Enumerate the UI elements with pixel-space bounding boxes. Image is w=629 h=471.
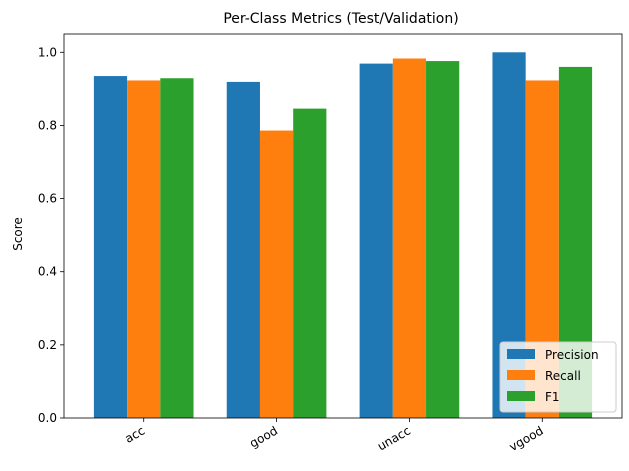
- y-axis-label: Score: [11, 217, 25, 251]
- bar-f1-good: [293, 108, 327, 419]
- y-tick-label: 0.4: [38, 265, 57, 279]
- bar-f1-unacc: [426, 61, 460, 419]
- legend-swatch-precision: [507, 349, 535, 359]
- axes-frame: [63, 33, 623, 419]
- x-tick-label: vgood: [507, 423, 546, 454]
- bar-recall-acc: [127, 80, 161, 418]
- chart-title: Per-Class Metrics (Test/Validation): [223, 11, 458, 27]
- bar-recall-good: [259, 130, 294, 419]
- legend-swatch-f1: [507, 391, 535, 401]
- x-tick-label: acc: [122, 423, 147, 445]
- x-tick-label: unacc: [375, 423, 413, 453]
- y-tick-label: 0.6: [38, 192, 57, 206]
- y-tick-label: 0.2: [38, 338, 57, 352]
- legend-swatch-recall: [507, 370, 535, 380]
- bar-recall-unacc: [392, 58, 427, 418]
- bar-precision-good: [226, 81, 260, 418]
- bar-precision-unacc: [359, 63, 393, 419]
- legend-label-f1: F1: [545, 390, 560, 404]
- bar-f1-acc: [160, 78, 194, 418]
- x-tick-label: good: [247, 423, 280, 450]
- legend-label-precision: Precision: [545, 348, 599, 362]
- y-tick-label: 0.0: [38, 411, 57, 425]
- bar-precision-acc: [93, 76, 128, 418]
- y-tick-label: 1.0: [38, 45, 57, 59]
- legend: Precision Recall F1: [499, 341, 617, 413]
- y-tick-label: 0.8: [38, 118, 57, 132]
- legend-label-recall: Recall: [545, 369, 581, 383]
